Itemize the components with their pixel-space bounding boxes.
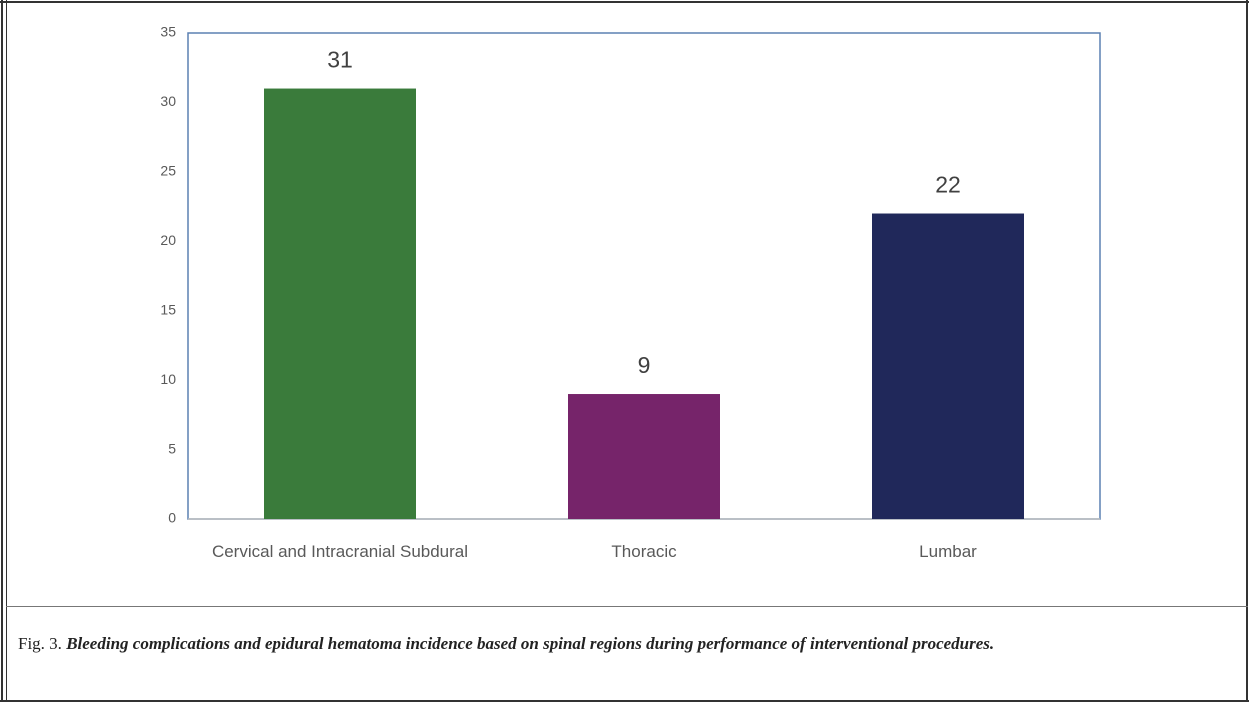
value-label: 31 (327, 47, 353, 73)
y-tick-label: 25 (160, 163, 176, 179)
x-tick-label: Lumbar (919, 542, 977, 561)
y-tick-label: 35 (160, 24, 176, 40)
bar (264, 88, 416, 520)
x-tick-label: Cervical and Intracranial Subdural (211, 542, 469, 561)
caption: Fig. 3. Bleeding complications and epidu… (18, 630, 1228, 657)
y-tick-label: 15 (160, 301, 176, 317)
caption-text: Bleeding complications and epidural hema… (66, 634, 995, 653)
y-tick-label: 5 (168, 440, 176, 456)
y-tick-label: 10 (160, 371, 176, 387)
y-tick-label: 0 (168, 510, 176, 526)
caption-divider (6, 606, 1248, 607)
bar (872, 213, 1024, 519)
value-label: 22 (935, 172, 961, 198)
y-tick-label: 30 (160, 93, 176, 109)
border (6, 0, 7, 702)
border (0, 700, 1249, 702)
border (1246, 0, 1248, 702)
y-tick-label: 20 (160, 232, 176, 248)
caption-label: Fig. 3. (18, 634, 62, 653)
value-label: 9 (638, 352, 651, 378)
border (1, 0, 3, 702)
x-tick-label: Thoracic (611, 542, 677, 561)
bar (568, 394, 720, 519)
border (0, 1, 1249, 3)
chart: 0 5 10 15 20 25 30 35 31 9 22 (160, 24, 1101, 526)
